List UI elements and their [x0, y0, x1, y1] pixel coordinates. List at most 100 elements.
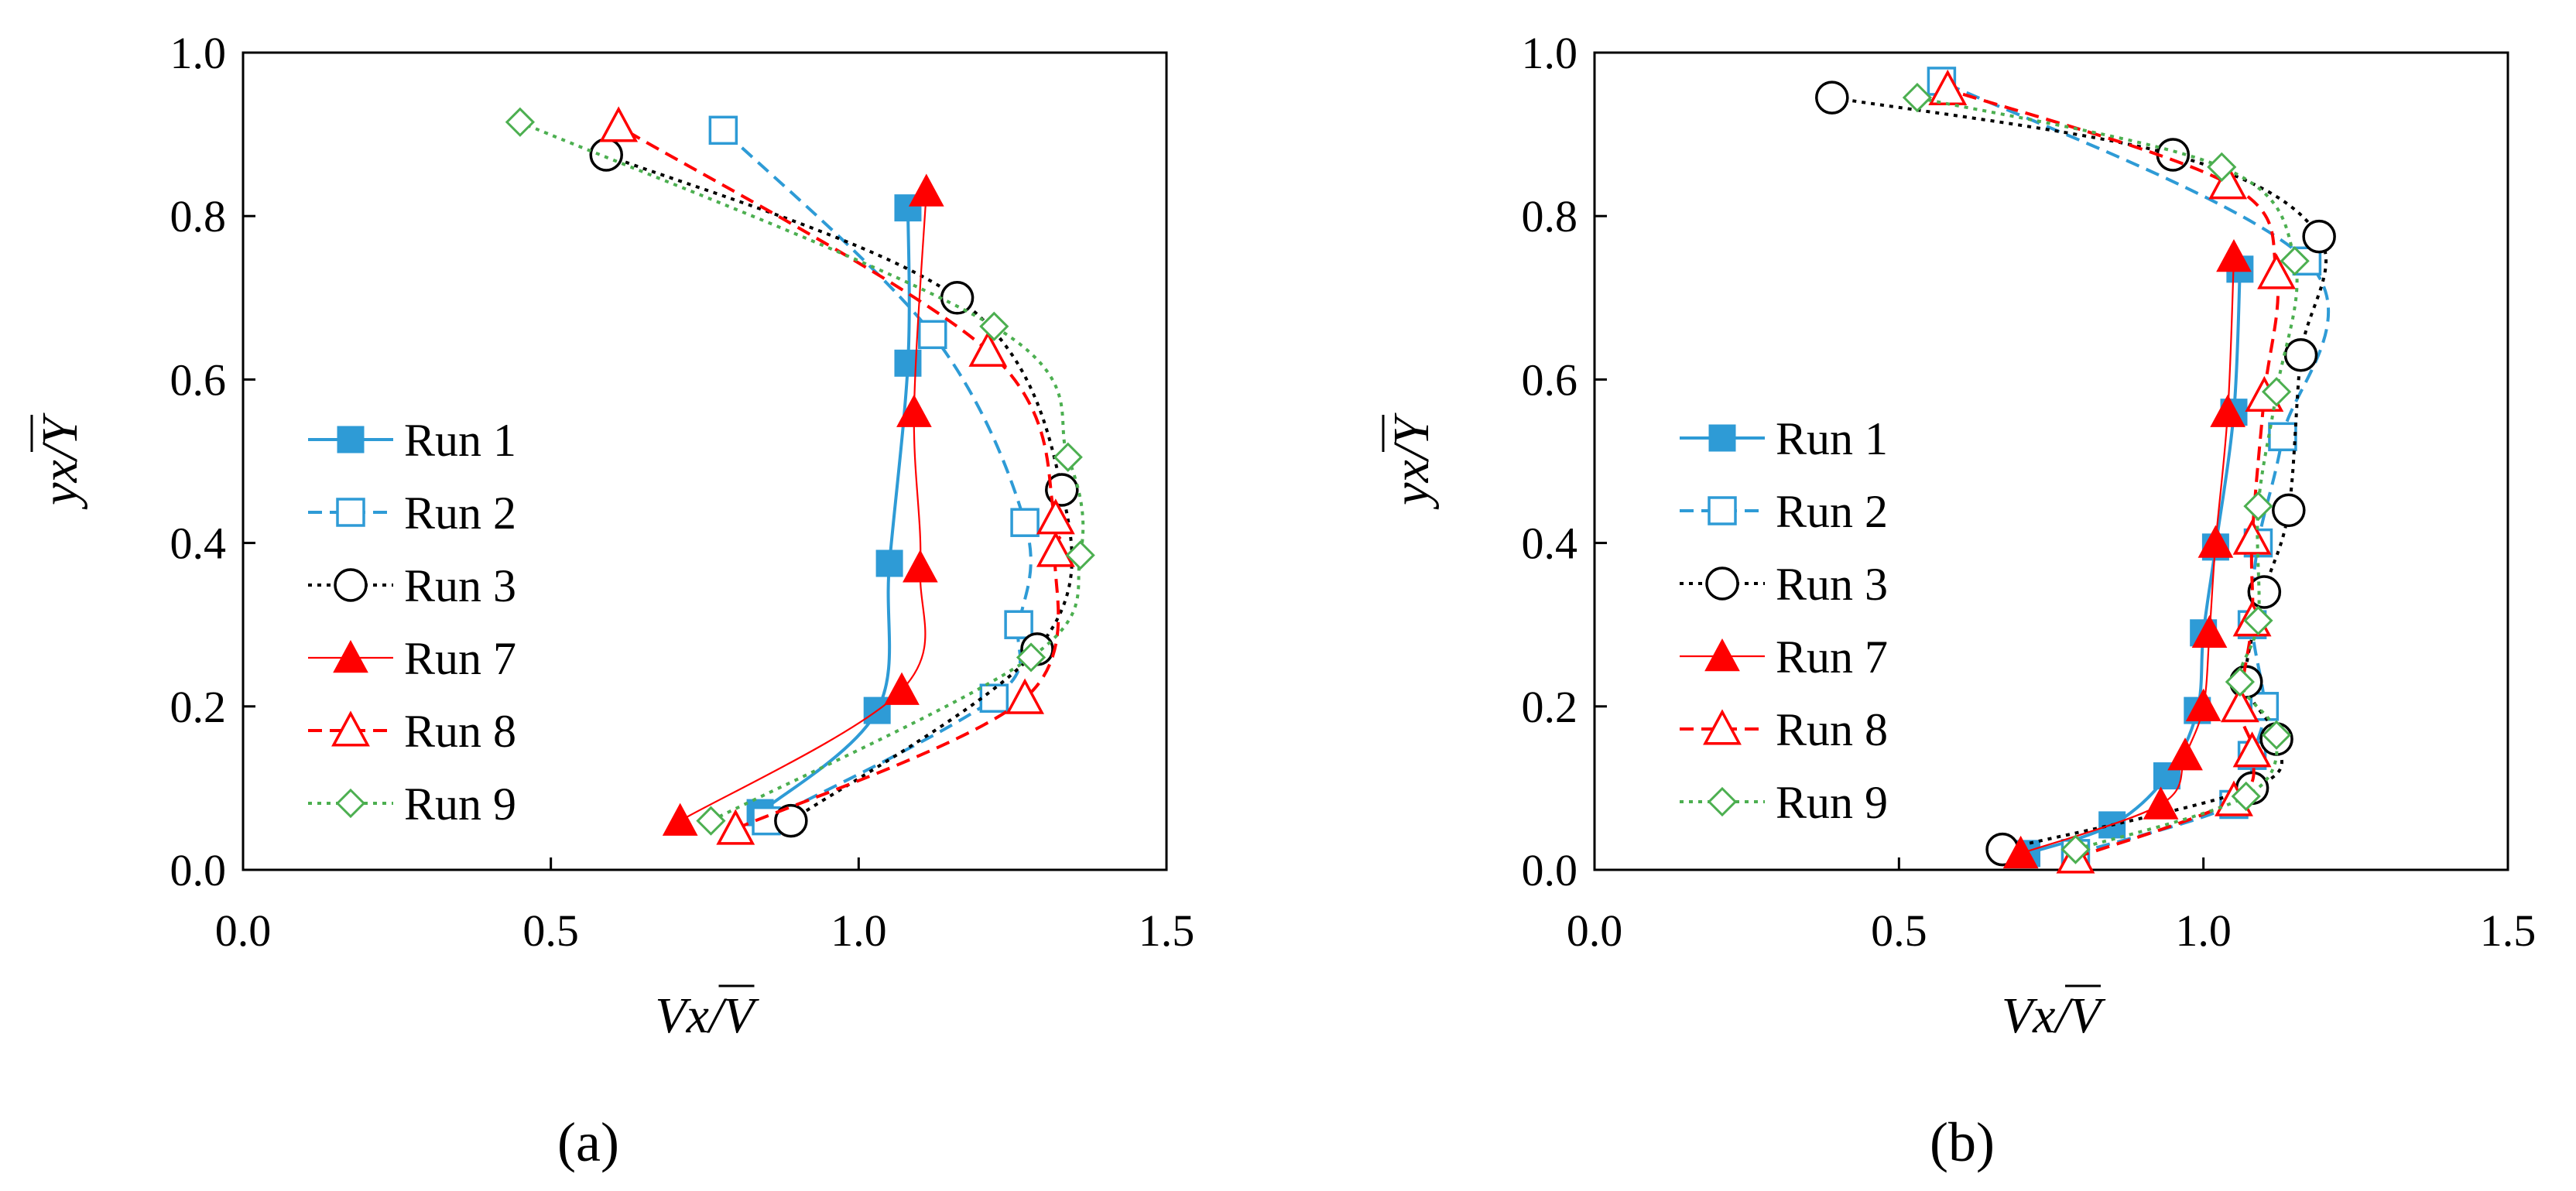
data-point [2225, 666, 2255, 697]
legend-marker [335, 788, 366, 819]
data-point [1036, 498, 1075, 535]
legend-marker [1707, 786, 1738, 817]
y-tick-label: 1.0 [1522, 28, 1578, 78]
y-tick-label: 0.6 [1522, 354, 1578, 405]
legend-label: Run 9 [404, 779, 516, 830]
data-point [708, 115, 738, 145]
series-run-7 [662, 173, 944, 836]
legend-marker [1704, 638, 1740, 672]
data-point [2208, 163, 2248, 200]
series-run-7 [2002, 238, 2252, 869]
y-tick-label: 0.2 [170, 682, 227, 732]
data-point [589, 138, 623, 172]
data-point [2243, 491, 2273, 522]
y-tick-label: 0.4 [170, 518, 227, 569]
data-point [896, 394, 932, 427]
data-point [1815, 80, 1849, 115]
series-run-3 [589, 138, 1079, 838]
data-point [1036, 531, 1075, 567]
legend-label: Run 3 [404, 560, 516, 611]
data-point [2231, 781, 2261, 812]
legend-label: Run 2 [404, 488, 516, 539]
x-tick-label: 1.5 [1139, 905, 1195, 956]
series-line [2026, 269, 2242, 855]
y-axis-label: yx/Y [32, 412, 88, 510]
data-point [968, 330, 1008, 367]
data-point [1005, 678, 1045, 714]
y-tick-label: 0.0 [1522, 845, 1578, 895]
plot-frame [1593, 51, 2509, 871]
data-point [979, 311, 1009, 341]
data-point [2060, 834, 2091, 864]
data-point [2143, 786, 2179, 820]
legend-marker [334, 568, 368, 602]
y-tick-label: 0.8 [1522, 191, 1578, 241]
y-tick-label: 0.8 [170, 191, 227, 241]
data-point [1010, 508, 1040, 537]
y-axis-label: yx/Y [1383, 412, 1440, 510]
data-point [2207, 152, 2237, 182]
y-tick-label: 0.4 [1522, 518, 1578, 569]
series-run-2 [708, 115, 1040, 836]
legend-label: Run 1 [404, 415, 516, 466]
legend: Run 1 Run 2 Run 3 Run 7 Run 8 Run 9 [308, 415, 516, 830]
data-point [2247, 575, 2282, 609]
legend-label: Run 8 [1776, 704, 1888, 755]
panel-label-b: (b) [1930, 1111, 1995, 1173]
data-point [884, 672, 920, 705]
series-line [1941, 80, 2331, 855]
data-point [918, 320, 947, 350]
data-point [2167, 738, 2203, 771]
plot-frame [242, 51, 1168, 871]
legend-marker [333, 639, 368, 673]
data-point [505, 107, 536, 137]
series-run-9 [505, 107, 1095, 836]
series-line [618, 125, 1064, 831]
data-point [2210, 394, 2245, 427]
legend-label: Run 7 [1776, 631, 1888, 683]
legend: Run 1 Run 2 Run 3 Run 7 Run 8 Run 9 [1680, 413, 1888, 828]
series-line [519, 120, 1085, 823]
data-point [599, 106, 639, 142]
data-point [2280, 246, 2310, 276]
series-line [1917, 96, 2299, 851]
data-point [2272, 493, 2306, 528]
legend-marker [1708, 424, 1736, 452]
panel-label-a: (a) [557, 1111, 619, 1173]
legend-marker [1703, 709, 1742, 745]
data-point [662, 803, 698, 836]
data-point [2261, 720, 2292, 750]
y-tick-label: 0.2 [1522, 682, 1578, 732]
data-point [2220, 686, 2259, 723]
series-run-1 [2013, 255, 2254, 868]
series-run-1 [746, 194, 922, 827]
series-line [605, 153, 1074, 823]
data-point [1016, 642, 1046, 673]
data-point [2216, 238, 2252, 272]
data-point [2232, 518, 2272, 555]
x-tick-label: 0.5 [522, 905, 579, 956]
legend-marker [1705, 566, 1739, 601]
x-tick-label: 1.0 [831, 905, 887, 956]
x-tick-label: 1.0 [2175, 905, 2232, 956]
data-point [2261, 377, 2292, 407]
data-point [903, 549, 938, 583]
data-point [2185, 688, 2221, 721]
data-point [2232, 731, 2272, 768]
legend-label: Run 2 [1776, 486, 1888, 537]
data-point [2002, 835, 2039, 869]
legend-label: Run 1 [1776, 413, 1888, 464]
chart-panel-b: 0.0 0.2 0.4 0.6 0.8 1.0 0.0 0.5 1.0 1.5 Vx/V yx/Y Ru… [1382, 28, 2536, 1044]
series-run-8 [599, 106, 1075, 845]
chart-panel-a: 0.0 0.2 0.4 0.6 0.8 1.0 0.0 0.5 1.0 1.5 Vx/V yx/Y Ru… [30, 28, 1195, 1044]
data-point [2243, 605, 2273, 636]
y-tick-label: 1.0 [170, 28, 227, 78]
legend-marker [337, 426, 365, 453]
data-point [716, 809, 755, 845]
x-tick-label: 0.0 [1567, 905, 1623, 956]
legend-label: Run 9 [1776, 777, 1888, 828]
legend-marker [336, 498, 365, 527]
data-point [2257, 253, 2297, 289]
legend-marker [331, 710, 370, 747]
